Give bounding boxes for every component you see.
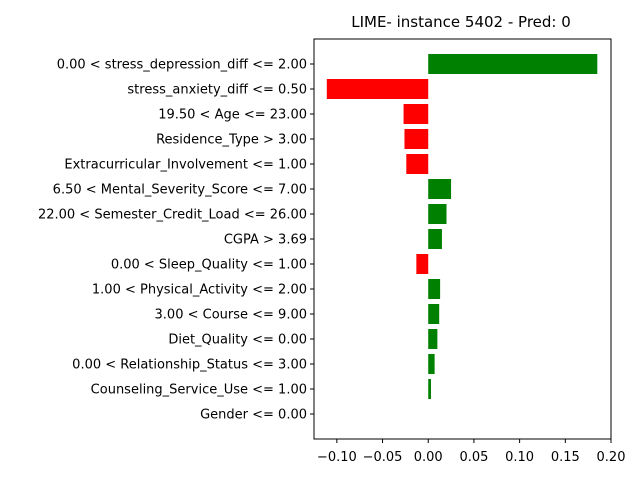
y-tick-label-5: 6.50 < Mental_Severity_Score <= 7.00 [53,183,307,198]
bar-8 [416,254,429,274]
bars-group [326,54,598,399]
plot-frame [313,38,612,440]
bar-10 [428,304,440,324]
y-tick-label-14: Gender <= 0.00 [200,408,307,423]
x-tick-label-0: −0.10 [317,450,357,465]
bar-11 [428,329,438,349]
y-tick-label-1: stress_anxiety_diff <= 0.50 [127,83,307,98]
y-tick-label-4: Extracurricular_Involvement <= 1.00 [64,158,307,173]
y-tick-label-0: 0.00 < stress_depression_diff <= 2.00 [57,58,307,73]
bar-6 [428,204,447,224]
y-tick-label-2: 19.50 < Age <= 23.00 [158,108,307,123]
y-tick-label-10: 3.00 < Course <= 9.00 [155,308,307,323]
bar-12 [428,354,435,374]
x-tick-label-6: 0.20 [597,450,626,465]
y-tick-label-8: 0.00 < Sleep_Quality <= 1.00 [111,258,307,273]
x-tick-label-5: 0.15 [551,450,580,465]
bar-9 [428,279,441,299]
bar-2 [403,104,429,124]
y-tick-label-11: Diet_Quality <= 0.00 [168,333,307,348]
bar-4 [406,154,429,174]
y-tick-label-7: CGPA > 3.69 [224,233,307,248]
x-tick-label-4: 0.10 [505,450,534,465]
bar-7 [428,229,442,249]
x-tick-label-2: 0.00 [414,450,443,465]
y-axis-ticks: 0.00 < stress_depression_diff <= 2.00 str… [38,58,314,423]
y-tick-label-12: 0.00 < Relationship_Status <= 3.00 [72,358,307,373]
bar-5 [428,179,452,199]
x-axis-ticks: −0.10 −0.05 0.00 0.05 0.10 0.15 0.20 [317,439,626,465]
bar-1 [326,79,429,99]
x-tick-label-1: −0.05 [363,450,403,465]
x-tick-label-3: 0.05 [459,450,488,465]
bar-13 [428,379,431,399]
bar-0 [428,54,598,74]
y-tick-label-13: Counseling_Service_Use <= 1.00 [91,383,307,398]
chart-title: LIME- instance 5402 - Pred: 0 [351,13,571,31]
y-tick-label-3: Residence_Type > 3.00 [156,133,307,148]
bar-3 [404,129,429,149]
y-tick-label-6: 22.00 < Semester_Credit_Load <= 26.00 [38,208,307,223]
y-tick-label-9: 1.00 < Physical_Activity <= 2.00 [92,283,307,298]
